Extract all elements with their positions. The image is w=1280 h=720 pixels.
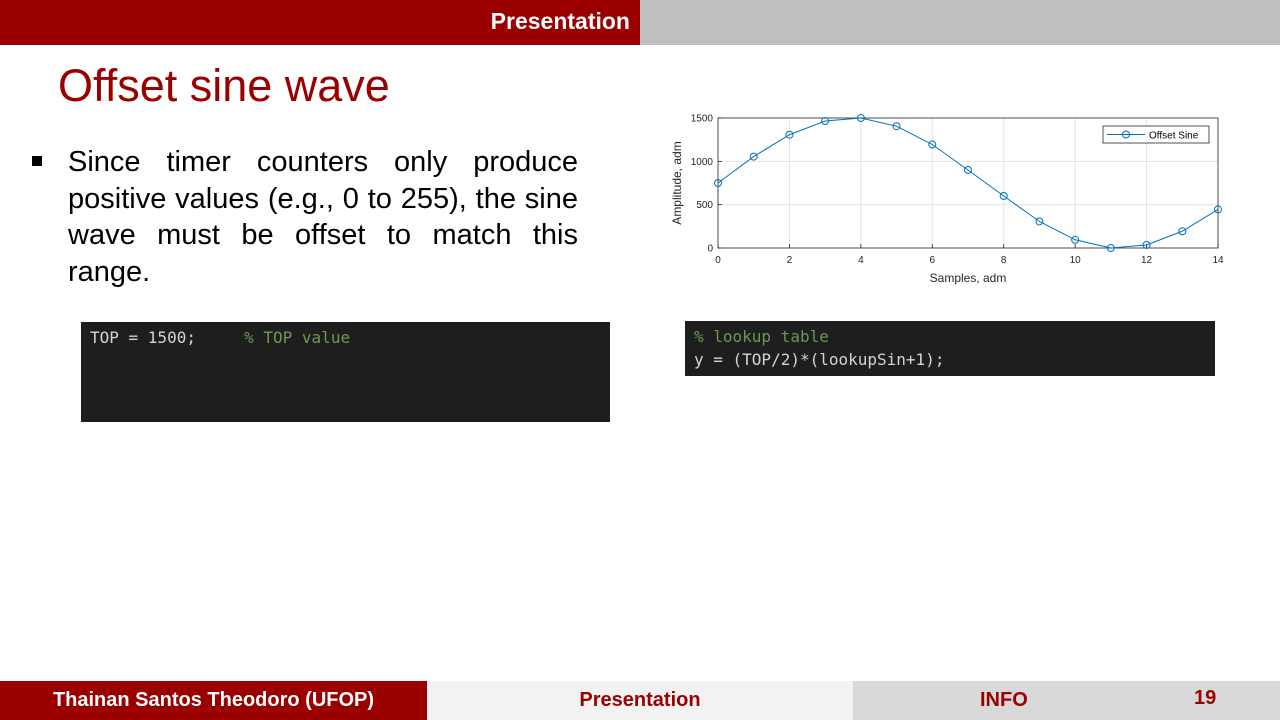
data-point bbox=[749, 152, 758, 161]
code-line: TOP = 1500; bbox=[90, 328, 245, 347]
data-point bbox=[714, 179, 722, 187]
header-section-label: Presentation bbox=[490, 8, 630, 34]
header-bar-right bbox=[640, 0, 1280, 45]
data-point bbox=[856, 114, 865, 122]
data-point bbox=[1106, 244, 1115, 252]
footer-author-text: Thainan Santos Theodoro (UFOP) bbox=[52, 689, 375, 711]
y-tick-label: 500 bbox=[696, 200, 713, 211]
code-block-top-value: TOP = 1500; % TOP value bbox=[81, 322, 610, 422]
y-axis-label: Amplitude, adm bbox=[670, 141, 684, 224]
page-number: 19 bbox=[1194, 687, 1217, 709]
data-point bbox=[1071, 235, 1080, 244]
code-comment: % lookup table bbox=[694, 327, 829, 346]
legend-box bbox=[1102, 125, 1210, 144]
footer-presentation: Presentation bbox=[427, 681, 853, 720]
x-tick-label: 14 bbox=[1212, 255, 1224, 266]
legend-label: Offset Sine bbox=[1149, 131, 1199, 142]
code-block-lookup: % lookup table y = (TOP/2)*(lookupSin+1)… bbox=[685, 321, 1215, 376]
footer-info-text: INFO bbox=[980, 689, 1028, 711]
offset-sine-chart: 0 2 4 6 8 10 12 14 0 500 1000 1500 Samples, adm Ampli… bbox=[670, 114, 1224, 286]
bullet-square-icon bbox=[32, 156, 42, 166]
x-tick-label: 0 bbox=[715, 255, 721, 266]
data-point bbox=[928, 140, 937, 149]
footer-info: INFO 19 bbox=[853, 681, 1280, 720]
x-axis-label: Samples, adm bbox=[930, 271, 1007, 285]
data-point bbox=[999, 192, 1008, 200]
y-tick-label: 1000 bbox=[691, 157, 714, 168]
x-tick-label: 12 bbox=[1141, 255, 1153, 266]
data-point bbox=[1178, 227, 1187, 236]
x-tick-label: 2 bbox=[787, 255, 793, 266]
data-point bbox=[1035, 217, 1044, 226]
legend-marker bbox=[1122, 130, 1130, 139]
data-point bbox=[964, 166, 972, 174]
header-bar: Presentation bbox=[0, 0, 640, 45]
data-point bbox=[1214, 205, 1222, 214]
data-point bbox=[785, 130, 794, 139]
slide-title: Offset sine wave bbox=[58, 60, 390, 111]
x-tick-label: 10 bbox=[1070, 255, 1082, 266]
bullet-item: Since timer counters only produce positi… bbox=[32, 144, 578, 290]
y-tick-label: 1500 bbox=[691, 114, 714, 125]
bullet-text: Since timer counters only produce positi… bbox=[68, 146, 578, 288]
data-point bbox=[1142, 240, 1151, 249]
x-tick-label: 6 bbox=[930, 255, 936, 266]
code-line: y = (TOP/2)*(lookupSin+1); bbox=[694, 350, 945, 369]
data-point bbox=[892, 122, 901, 131]
x-tick-label: 4 bbox=[858, 255, 864, 266]
footer-presentation-text: Presentation bbox=[579, 689, 701, 711]
x-tick-label: 8 bbox=[1001, 255, 1007, 266]
series-line bbox=[717, 117, 1219, 249]
footer-author: Thainan Santos Theodoro (UFOP) bbox=[0, 681, 427, 720]
code-comment: % TOP value bbox=[244, 328, 351, 347]
data-point bbox=[821, 117, 830, 126]
y-tick-label: 0 bbox=[707, 244, 713, 255]
